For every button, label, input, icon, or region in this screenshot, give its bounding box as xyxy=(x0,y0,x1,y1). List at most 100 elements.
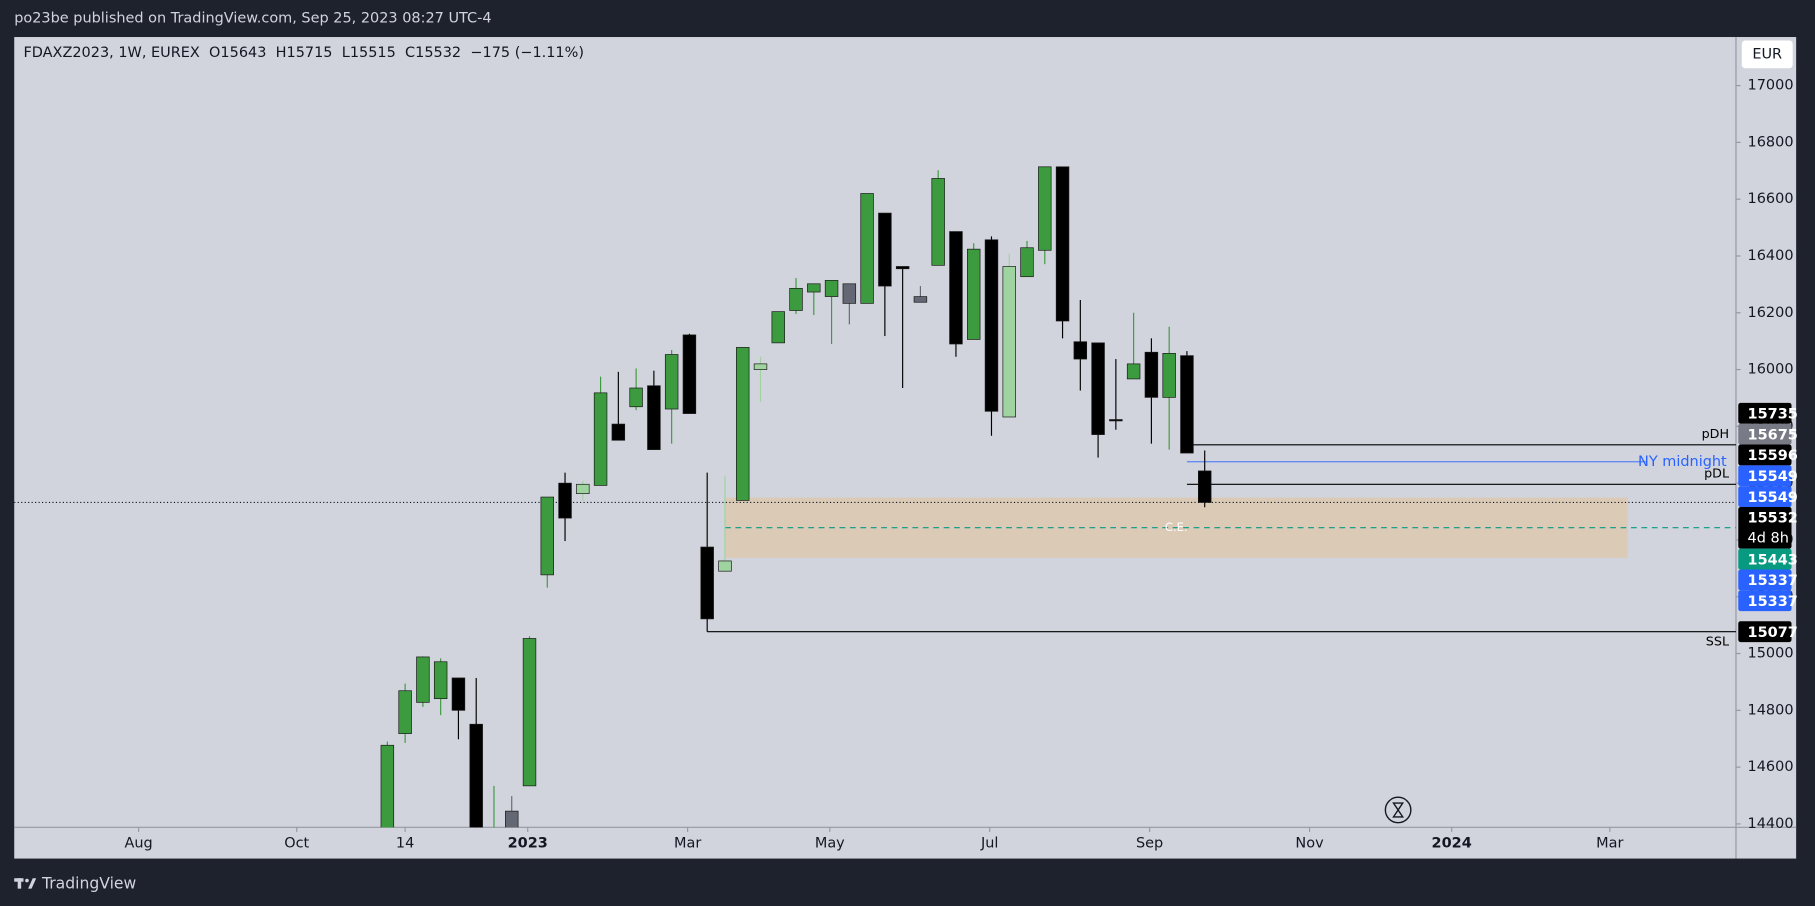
level-label: pDL xyxy=(1704,465,1730,480)
price-label-box xyxy=(1738,548,1792,570)
candle-body xyxy=(380,744,395,828)
y-tick-label: 16800 xyxy=(1748,134,1794,150)
y-tick-label: 16400 xyxy=(1748,248,1794,264)
candle-body xyxy=(398,690,412,734)
price-label-box xyxy=(1738,590,1792,612)
currency-label: EUR xyxy=(1752,46,1782,62)
price-label-box xyxy=(1738,569,1792,591)
price-label: 15337 xyxy=(1748,573,1798,589)
candle-body xyxy=(593,392,608,486)
price-label-box xyxy=(1738,423,1792,445)
price-label-box xyxy=(1738,465,1792,487)
candle-body xyxy=(433,661,448,700)
candle-body xyxy=(1055,166,1070,322)
candle-body xyxy=(771,311,785,344)
candle-body xyxy=(736,347,750,501)
candle-body xyxy=(984,239,999,412)
candle-body xyxy=(416,656,430,703)
y-tick-label: 16000 xyxy=(1748,362,1794,378)
price-label-box xyxy=(1738,486,1792,508)
price-label: 15532 xyxy=(1748,511,1798,527)
publisher-header: po23be published on TradingView.com, Sep… xyxy=(14,11,491,27)
candle-body xyxy=(540,496,554,576)
candle-body xyxy=(1162,353,1176,398)
currency-button[interactable] xyxy=(1741,40,1793,69)
x-tick-label: 2023 xyxy=(508,836,548,852)
x-tick-label: 14 xyxy=(396,836,414,852)
candle-body xyxy=(753,363,768,370)
legend: FDAXZ2023, 1W, EUREX O15643 H15715 L15515 C1… xyxy=(23,45,584,61)
price-label: 15077 xyxy=(1748,625,1798,641)
price-label: 15549 xyxy=(1748,490,1798,506)
candle-body xyxy=(931,178,945,266)
candle-body xyxy=(842,283,857,304)
legend-low: L15515 xyxy=(342,45,396,61)
y-tick-label: 15000 xyxy=(1748,646,1794,662)
x-tick-label: Sep xyxy=(1136,836,1163,852)
y-tick-label: 14400 xyxy=(1748,816,1794,832)
price-label: 15735 xyxy=(1748,406,1798,422)
replay-icon[interactable] xyxy=(1384,796,1412,824)
price-label-box xyxy=(1738,402,1792,424)
price-label: 15337 xyxy=(1748,594,1798,610)
price-label-box xyxy=(1738,507,1792,549)
candle-body xyxy=(878,212,892,287)
candle-body xyxy=(505,810,519,828)
legend-open: O15643 xyxy=(209,45,266,61)
price-label: 15443 xyxy=(1748,552,1798,568)
candle-body xyxy=(824,280,839,297)
y-tick-label: 16200 xyxy=(1748,305,1794,321)
candle-body xyxy=(913,296,928,303)
candle-body xyxy=(611,423,626,441)
y-tick-label: 17000 xyxy=(1748,78,1794,94)
candle-body xyxy=(1180,355,1194,454)
x-tick-label: May xyxy=(815,836,845,852)
ce-label: C.E. xyxy=(1165,520,1188,534)
level-label: pDH xyxy=(1702,426,1729,441)
candle-body xyxy=(469,723,483,828)
candle-body xyxy=(576,483,590,494)
y-tick-label: 14600 xyxy=(1748,759,1794,775)
candle-body xyxy=(700,546,714,620)
footer-brand: TradingView xyxy=(41,875,137,893)
price-label: 15549 xyxy=(1748,469,1798,485)
x-tick-label: Mar xyxy=(674,836,701,852)
candle-body xyxy=(895,266,910,270)
level-label: NY midnight xyxy=(1638,454,1727,470)
x-tick-label: Nov xyxy=(1295,836,1324,852)
candle-body xyxy=(1091,342,1105,435)
candle-body xyxy=(1073,341,1088,360)
candle-body xyxy=(1197,470,1212,503)
price-label-box xyxy=(1738,621,1792,643)
candle-body xyxy=(1038,166,1052,251)
candle-body xyxy=(1144,351,1159,398)
candle-body xyxy=(522,638,537,787)
candle-body xyxy=(1002,266,1016,418)
candle-body xyxy=(629,387,643,408)
x-tick-label: Jul xyxy=(980,836,998,852)
tradingview-logo xyxy=(14,878,37,889)
candle-body xyxy=(664,354,679,410)
legend-change: −175 (−1.11%) xyxy=(470,45,584,61)
legend-close: C15532 xyxy=(405,45,461,61)
candle-body xyxy=(647,385,661,450)
y-tick-label: 16600 xyxy=(1748,191,1794,207)
price-label-note: 4d 8h xyxy=(1748,530,1789,546)
candle-body xyxy=(860,193,874,304)
price-label: 15596 xyxy=(1748,448,1798,464)
candle-body xyxy=(807,283,821,293)
price-label: 15675 xyxy=(1748,427,1798,443)
x-tick-label: Mar xyxy=(1596,836,1623,852)
x-tick-label: Aug xyxy=(124,836,152,852)
legend-symbol: FDAXZ2023, 1W, EUREX xyxy=(23,45,199,61)
candle-body xyxy=(1020,247,1034,278)
candle-body xyxy=(967,248,981,340)
x-tick-label: Oct xyxy=(284,836,309,852)
chart-background xyxy=(14,37,1797,859)
legend-text: FDAXZ2023, 1W, EUREX O15643 H15715 L15515 C1… xyxy=(23,45,584,61)
y-tick-label: 14800 xyxy=(1748,702,1794,718)
legend-high: H15715 xyxy=(276,45,333,61)
candle-body xyxy=(682,334,697,414)
